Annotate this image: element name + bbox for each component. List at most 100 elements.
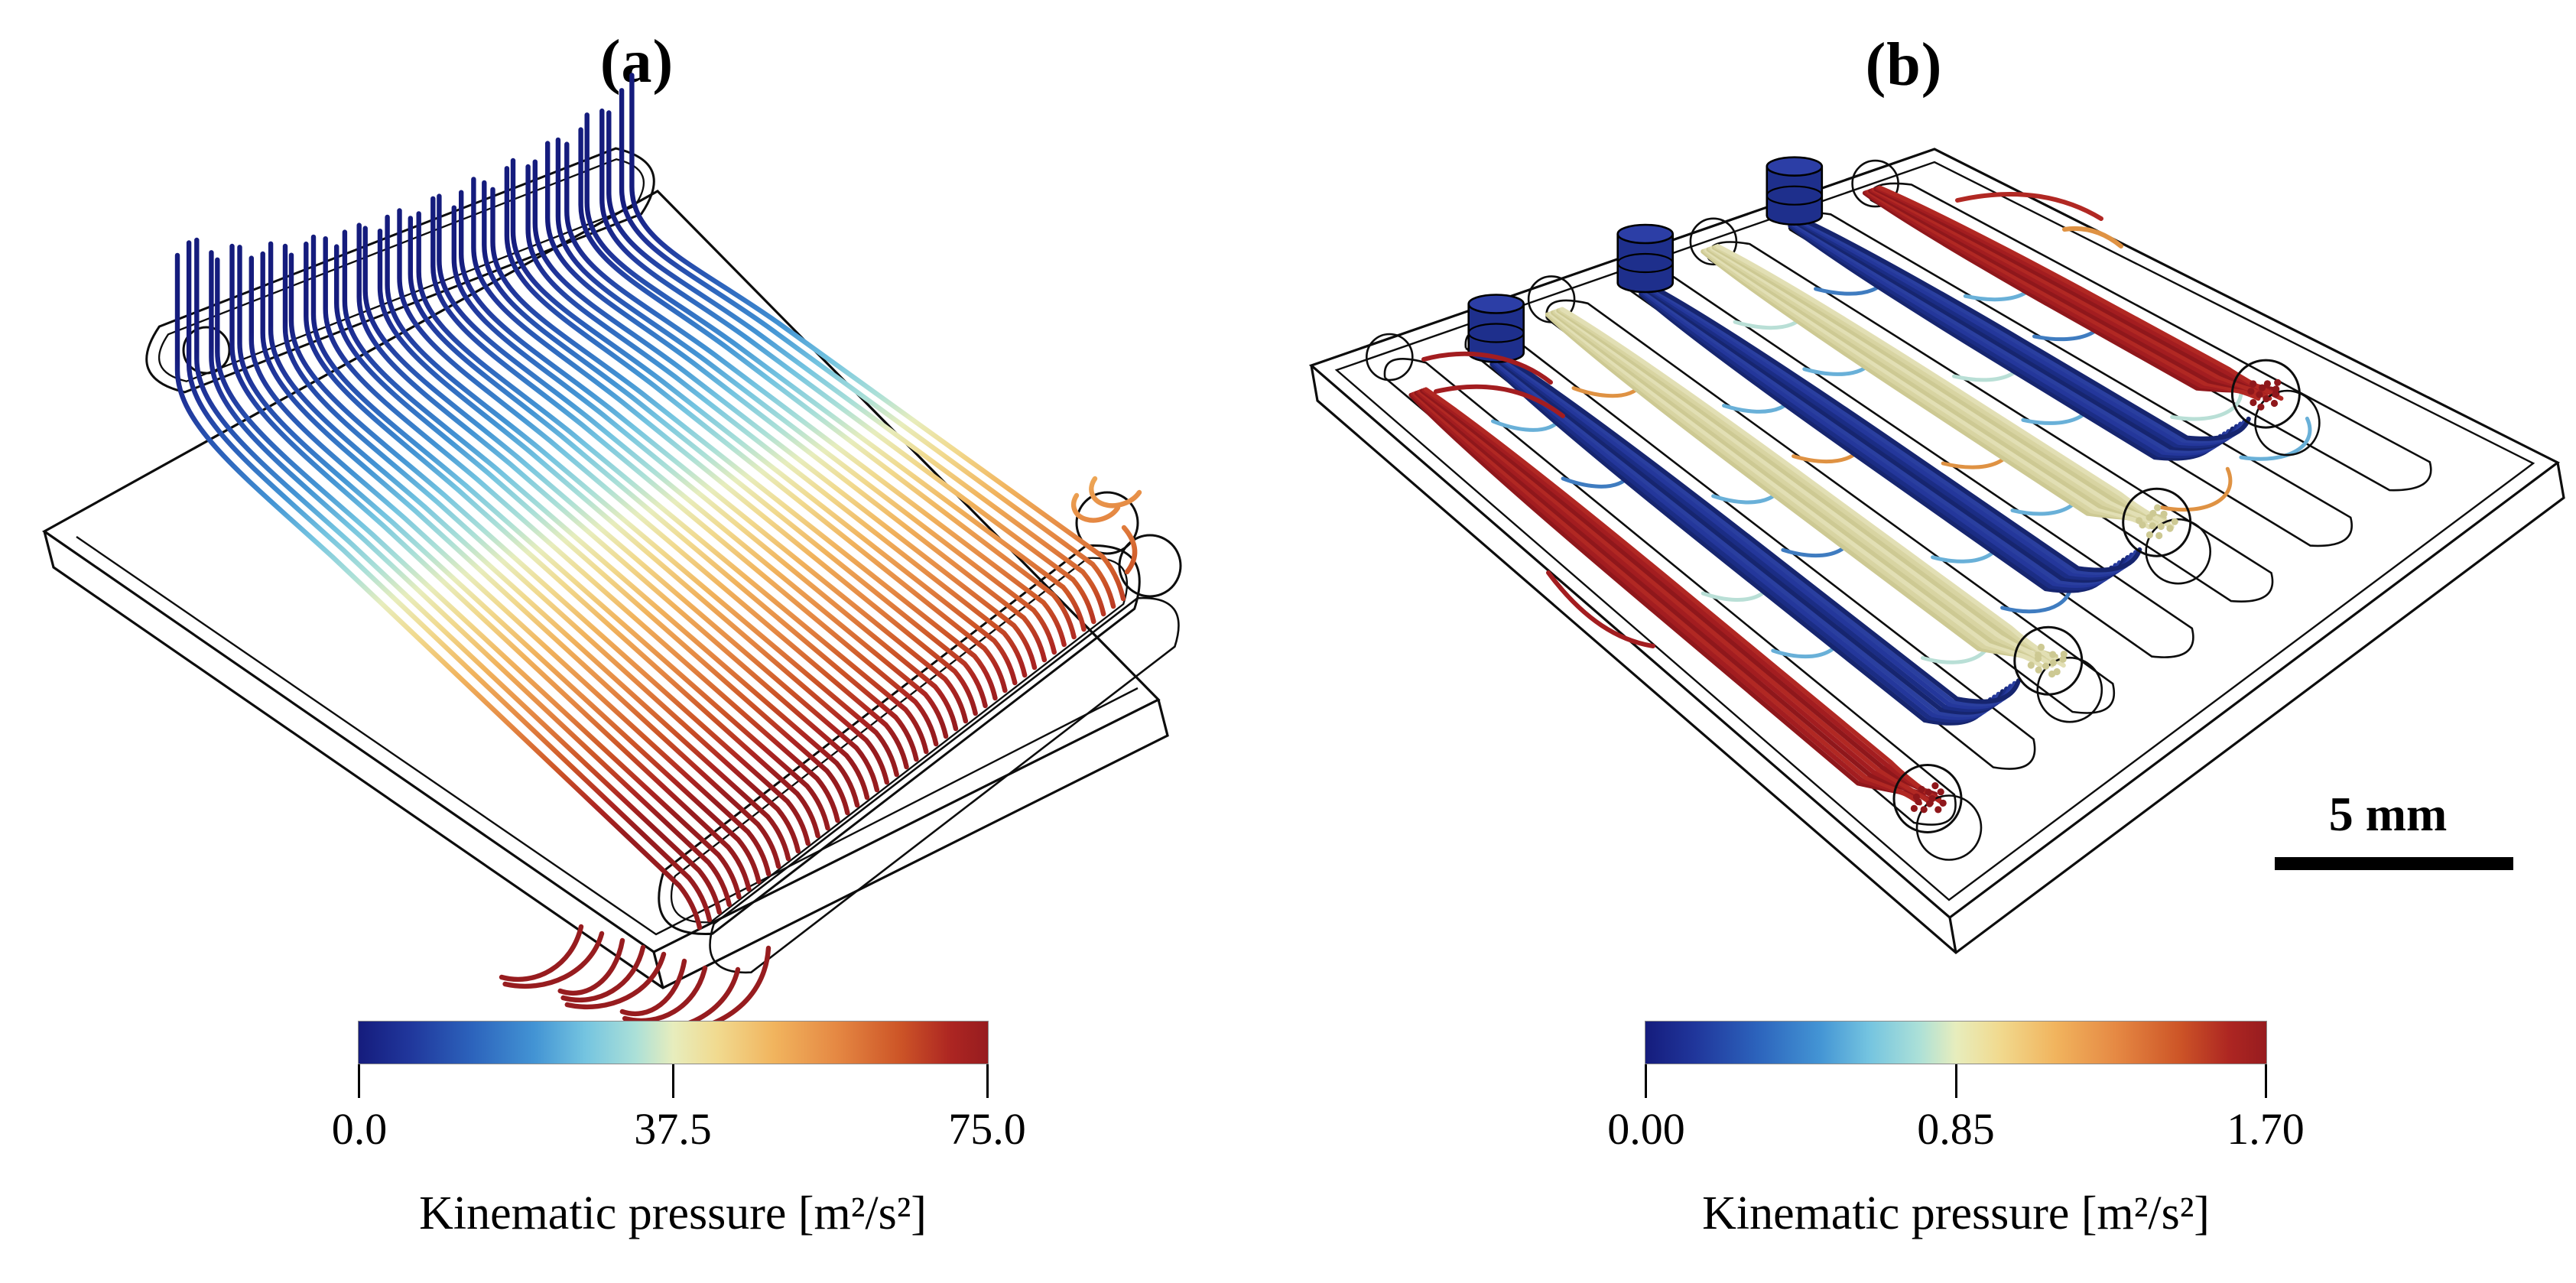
streamline: [555, 137, 1057, 655]
port-flow-dot: [2257, 403, 2265, 411]
bundle-streamline: [1707, 246, 2159, 525]
bundle-streamline: [1421, 388, 1941, 801]
port-flow-dot: [2049, 651, 2057, 658]
panel-a-outlet-port-circle: [1075, 491, 1139, 555]
streamline: [215, 257, 742, 900]
port-flow-dot: [2146, 514, 2153, 521]
port-flow-dot: [2136, 517, 2143, 525]
bundle-streamline: [1499, 358, 2009, 713]
streamline: [397, 208, 909, 770]
streamline: [229, 243, 752, 892]
colorbar-b-tick-label-mid: 0.85: [1917, 1104, 1995, 1154]
colorbar-a-gradient: [358, 1021, 989, 1064]
panel-a-outlet-curls: [499, 476, 1142, 1035]
bundle-streamline: [1418, 389, 1934, 806]
streamline: [304, 241, 820, 839]
port-flow-dot: [1931, 782, 1939, 790]
streamline: [377, 229, 889, 785]
streamline: [451, 205, 959, 732]
port-flow-dot: [1925, 788, 1932, 796]
panel-b-red-wisps: [1421, 192, 2123, 648]
streamline: [323, 236, 840, 823]
port-flow-dot: [2272, 385, 2280, 393]
panel-b-plate-wireframe: [1308, 148, 2565, 955]
colorbar-a-axis-label: Kinematic pressure [m²/s²]: [419, 1187, 927, 1239]
bundle-streamline: [1649, 287, 2134, 578]
streamline: [437, 193, 949, 739]
port-flow-dot: [2263, 395, 2270, 403]
panel-a-streamlines: [174, 73, 1126, 931]
streamline: [408, 216, 919, 762]
port-flow-dot: [2042, 662, 2050, 670]
port-flow-dot: [2247, 388, 2255, 395]
bundle-streamline: [1410, 391, 1918, 801]
streamline: [310, 234, 830, 831]
streamline: [482, 180, 988, 709]
streamline: [385, 214, 899, 778]
streamline: [564, 141, 1067, 648]
bundle-streamline: [1551, 310, 2047, 659]
bundle-streamline: [1412, 391, 1922, 806]
colorbar-b-tick-label-min: 0.00: [1607, 1104, 1685, 1154]
bundle-red: [1408, 387, 1945, 806]
bundle-streamline: [1548, 310, 2043, 668]
bundle-streamline: [1547, 311, 2039, 664]
bundle-streamline: [1558, 307, 2062, 664]
streamline: [237, 245, 762, 885]
bundle-streamline: [1866, 189, 2261, 401]
bundle-streamline: [1556, 308, 2058, 659]
colorbar-a-tick-max: [986, 1064, 989, 1098]
port-flow-dot: [1920, 806, 1928, 814]
colorbar-b-gradient: [1645, 1021, 2267, 1064]
bundle-streamline: [1873, 187, 2276, 392]
bundle-blue: [1788, 218, 2251, 461]
colorbar-b-axis-label: Kinematic pressure [m²/s²]: [1702, 1187, 2210, 1239]
port-flow-dot: [2259, 384, 2266, 391]
streamline: [471, 177, 978, 716]
bundle-streamline: [1500, 358, 2013, 710]
bundle-streamline: [1554, 309, 2055, 668]
colorbar-b-tick-label-max: 1.70: [2227, 1104, 2305, 1154]
port-flow-dot: [2049, 659, 2057, 667]
port-flow-dot: [2274, 378, 2282, 386]
streamline: [249, 255, 772, 877]
colorbar-b-tick-max: [2265, 1064, 2267, 1098]
bundle-streamline: [1640, 291, 2114, 591]
scale-bar-label: 5 mm: [2328, 787, 2448, 841]
bundle-streamline: [1423, 387, 1945, 806]
streamline: [362, 226, 880, 793]
bundle-streamline: [1710, 245, 2163, 530]
port-flow-dot: [2037, 643, 2045, 651]
streamline: [490, 187, 998, 701]
port-flow-dot: [2157, 522, 2165, 531]
panel-a-label: (a): [599, 28, 674, 96]
panel-a-inlet-manifold: [145, 147, 655, 394]
streamline: [545, 141, 1048, 663]
streamline: [209, 250, 732, 908]
colorbar-a-tick-min: [358, 1064, 360, 1098]
port-flow-dot: [2160, 510, 2168, 518]
bundle-streamline: [1545, 312, 2035, 659]
bundle-streamline: [1552, 310, 2051, 664]
inlet-port-cylinder: [1766, 156, 1824, 226]
streamline: [599, 108, 1096, 625]
panel-a-inlet-port-circle: [182, 326, 231, 375]
streamline: [606, 110, 1106, 617]
port-flow-dot: [1918, 785, 1925, 793]
streamline: [459, 190, 969, 724]
bundle-beige: [1701, 244, 2175, 530]
bundle-streamline: [1560, 307, 2066, 668]
streamline: [619, 88, 1116, 609]
streamline: [268, 241, 791, 862]
port-circle: [1915, 794, 1983, 861]
bundle-beige: [1545, 307, 2066, 668]
bundle-streamline: [1644, 289, 2122, 586]
port-flow-dot: [1934, 806, 1942, 814]
bundle-streamline: [1706, 247, 2155, 521]
port-flow-dot: [2154, 504, 2162, 512]
port-flow-dot: [2263, 380, 2271, 388]
port-circle: [2145, 518, 2211, 585]
colorbar-b-tick-mid: [1955, 1064, 1957, 1098]
